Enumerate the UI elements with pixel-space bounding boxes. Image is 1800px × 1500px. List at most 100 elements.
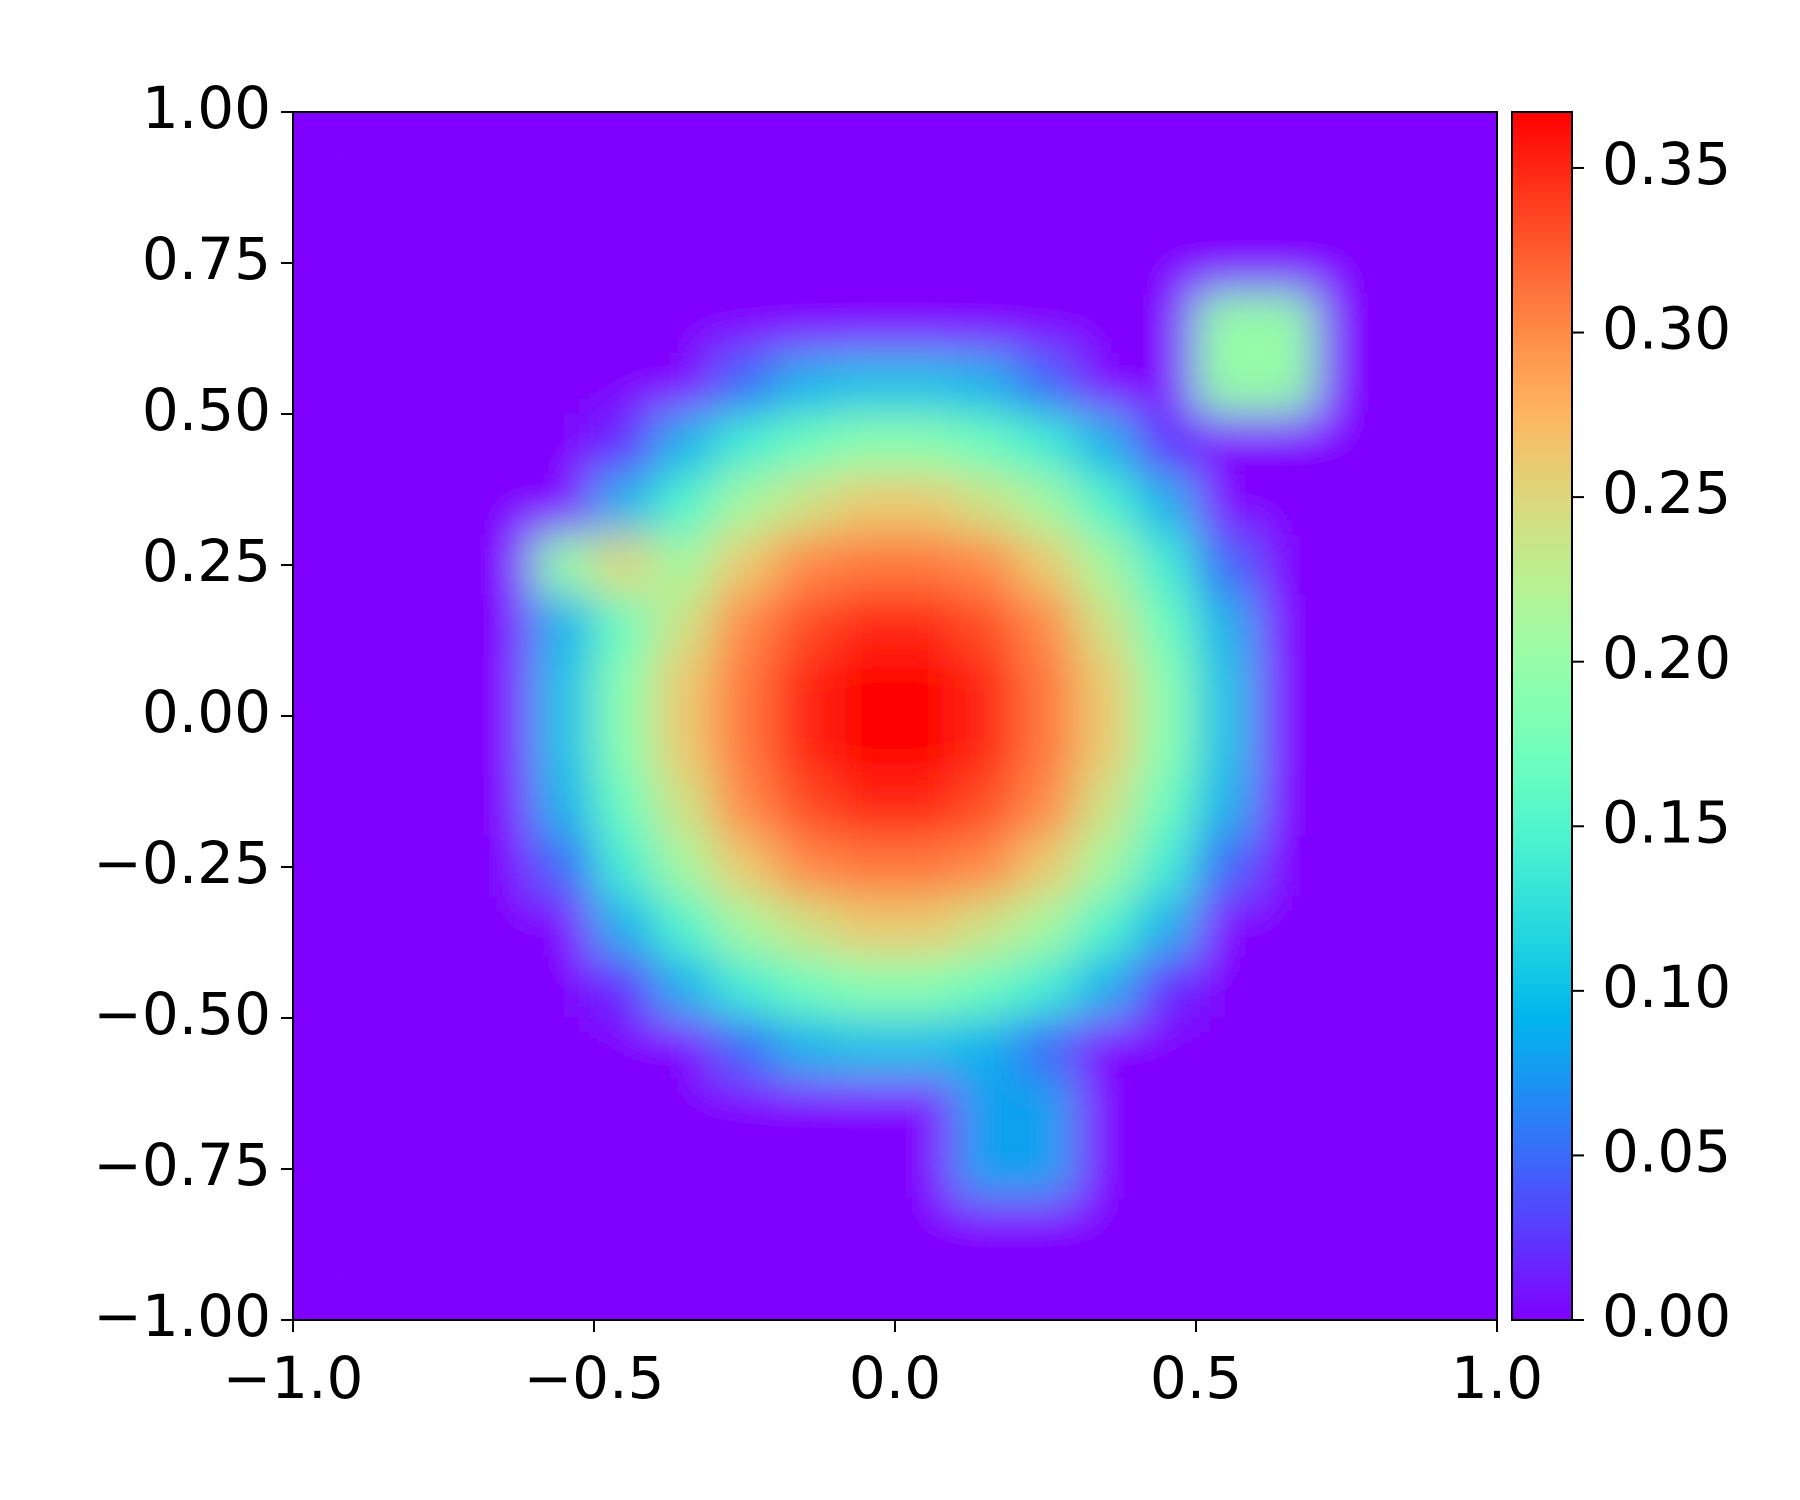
heatmap-cell [1135,232,1197,294]
colorbar [1511,111,1573,1321]
heatmap-cell [653,775,715,838]
heatmap-cell [412,353,475,415]
heatmap-cell [1014,292,1077,355]
heatmap-cell [774,775,836,838]
heatmap-cell [412,775,475,838]
heatmap-cell [533,957,595,1019]
heatmap-cell [1376,473,1438,536]
heatmap-cell [533,594,595,657]
heatmap-cell [1135,715,1197,777]
heatmap-cell [533,655,595,717]
heatmap-cell [1315,1198,1378,1261]
heatmap-cell [1195,1259,1257,1320]
heatmap-cell [1075,594,1137,657]
heatmap-cell [774,896,836,959]
heatmap-cell [352,594,414,657]
heatmap-cell [1135,775,1197,838]
heatmap-cell [352,715,414,777]
heatmap-cell [1075,353,1137,415]
x-tick-label: 0.0 [849,1344,941,1412]
heatmap-cell [593,1198,655,1261]
heatmap-cell [894,715,956,777]
heatmap-cell [894,353,956,415]
heatmap-cell [593,413,655,475]
heatmap-cell [1075,534,1137,596]
heatmap-cell [1436,413,1497,475]
heatmap-cell [1014,896,1077,959]
heatmap-cell [473,1259,535,1320]
heatmap-cell [473,715,535,777]
heatmap-cell [653,1259,715,1320]
heatmap-cell [1376,232,1438,294]
heatmap-cell [713,1017,776,1079]
y-tick-label: 0.00 [142,678,271,746]
heatmap-cell [1436,775,1497,838]
heatmap-cell [954,232,1016,294]
heatmap-cell [1075,1077,1137,1140]
heatmap-cell [774,836,836,898]
heatmap-cell [834,957,896,1019]
heatmap-cell [653,715,715,777]
heatmap-cell [1436,353,1497,415]
heatmap-cell [412,896,475,959]
heatmap-cell [713,1138,776,1200]
heatmap-cell [412,413,475,475]
heatmap-cell [1075,1198,1137,1261]
heatmap-cell [1376,534,1438,596]
heatmap-cell [1255,232,1317,294]
heatmap-cell [894,1198,956,1261]
heatmap-cell [1195,232,1257,294]
heatmap-cell [1195,353,1257,415]
heatmap-cell [834,534,896,596]
heatmap-cell [774,1198,836,1261]
x-tick-label: 1.0 [1451,1344,1543,1412]
heatmap-cell [1135,1198,1197,1261]
heatmap-cell [1135,836,1197,898]
plot-clip [293,112,1497,1320]
heatmap-cell [1255,473,1317,536]
heatmap-cell [1075,1138,1137,1200]
heatmap-cell [473,655,535,717]
heatmap-cell [1255,836,1317,898]
heatmap-cell [894,775,956,838]
heatmap-cell [1436,292,1497,355]
heatmap-cell [774,655,836,717]
heatmap-cell [1436,1077,1497,1140]
heatmap-cell [1195,1017,1257,1079]
heatmap-cell [473,534,535,596]
heatmap-cell [894,473,956,536]
heatmap-cell [352,232,414,294]
heatmap-cell [954,1259,1016,1320]
heatmap-cell [1075,896,1137,959]
heatmap-cell [894,957,956,1019]
heatmap-cell [1315,171,1378,234]
heatmap-cell [954,836,1016,898]
heatmap-cell [1075,112,1137,173]
heatmap-cell [1075,473,1137,536]
heatmap-cell [1255,715,1317,777]
heatmap-cell [713,836,776,898]
heatmap-cell [954,171,1016,234]
heatmap-cell [1376,594,1438,657]
heatmap-cell [1195,896,1257,959]
heatmap-cell [352,473,414,536]
heatmap-cell [774,1077,836,1140]
heatmap-cell [894,534,956,596]
heatmap-cell [412,1138,475,1200]
heatmap-cell [533,473,595,536]
heatmap-cell [1014,775,1077,838]
heatmap-cell [1436,534,1497,596]
heatmap-cell [1014,112,1077,173]
heatmap-cell [834,353,896,415]
heatmap-cell [653,1198,715,1261]
heatmap-cell [412,655,475,717]
heatmap-cell [653,1077,715,1140]
heatmap-cell [1376,353,1438,415]
heatmap-cell [1255,534,1317,596]
heatmap-cell [653,473,715,536]
heatmap-cell [293,1077,354,1140]
heatmap-cell [894,112,956,173]
heatmap-cell [834,292,896,355]
y-tick-label: −0.50 [93,980,271,1048]
heatmap-cell [1315,655,1378,717]
